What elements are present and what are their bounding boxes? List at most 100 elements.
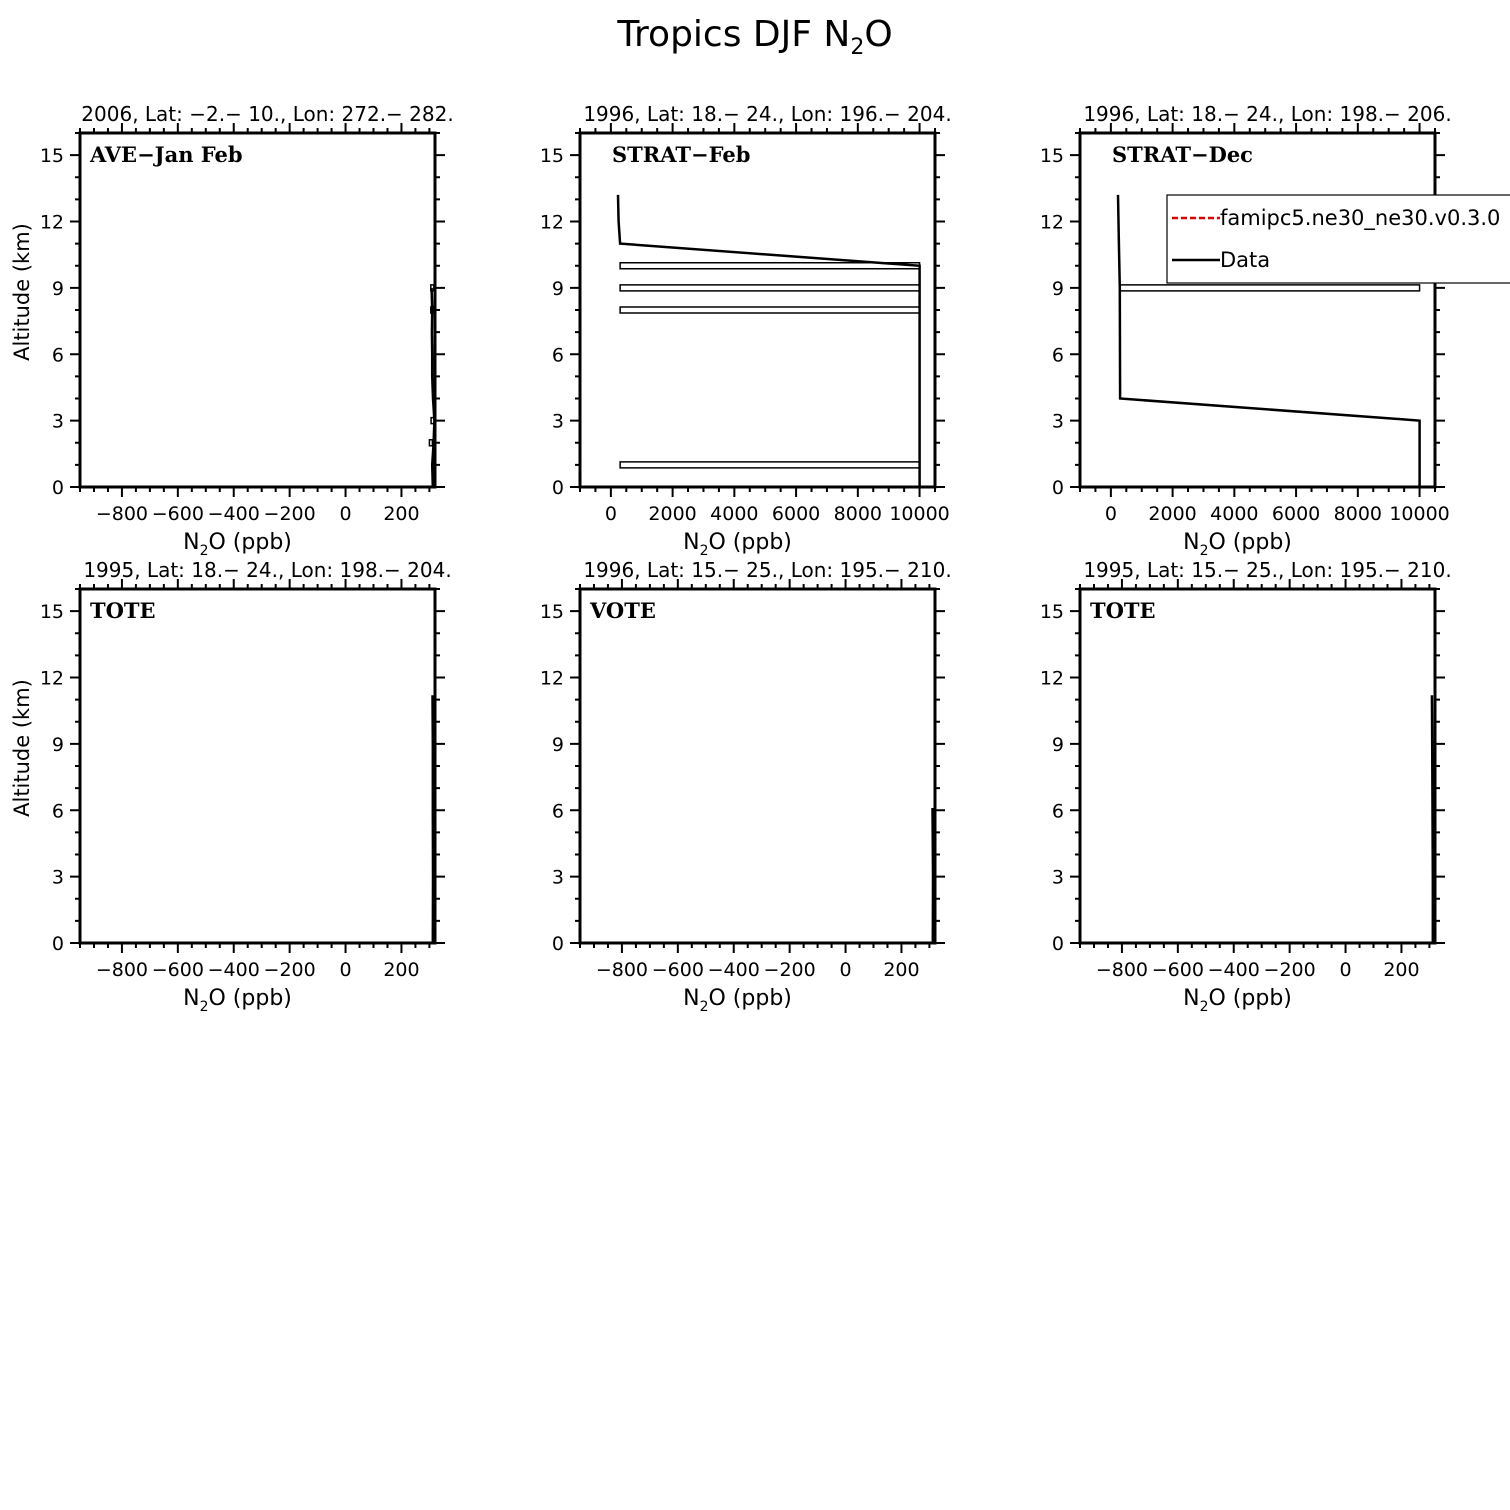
panel-label: STRAT−Dec (1112, 142, 1253, 167)
y-tick-label: 15 (540, 601, 564, 623)
plot-frame (78, 587, 437, 945)
x-tick-label: 6000 (1272, 503, 1320, 525)
y-tick-label: 12 (1040, 212, 1064, 234)
panel-label: TOTE (1090, 598, 1156, 623)
x-tick-label: 0 (1340, 959, 1352, 981)
panel-5: 1996, Lat: 15.− 25., Lon: 195.− 210. 0 3 6 9… (540, 558, 952, 1015)
x-tick-label: 200 (383, 503, 419, 525)
panel-label: TOTE (90, 598, 156, 623)
y-tick-label: 9 (52, 734, 64, 756)
y-tick-label: 12 (40, 668, 64, 690)
y-axis-label: Altitude (km) (10, 679, 34, 817)
y-tick-label: 15 (1040, 601, 1064, 623)
y-tick-label: 0 (52, 477, 64, 499)
y-tick-label: 9 (1052, 278, 1064, 300)
y-tick-label: 0 (52, 933, 64, 955)
panel-subtitle: 2006, Lat: −2.− 10., Lon: 272.− 282. (81, 102, 453, 126)
x-tick-label: −800 (96, 959, 148, 981)
y-tick-label: 12 (1040, 668, 1064, 690)
figure-title: Tropics DJF N2O (616, 14, 892, 60)
panel-3: 1996, Lat: 18.− 24., Lon: 198.− 206. 0 3 6 9… (1040, 102, 1452, 559)
x-tick-label: 10000 (1389, 503, 1449, 525)
x-tick-label: −200 (1264, 959, 1316, 981)
y-tick-label: 15 (40, 601, 64, 623)
series-line-data (431, 695, 435, 943)
legend-label: Data (1220, 248, 1270, 272)
x-tick-label: −600 (152, 959, 204, 981)
x-tick-label: 200 (383, 959, 419, 981)
x-tick-label: −400 (208, 503, 260, 525)
x-tick-label: 0 (605, 503, 617, 525)
x-axis-label: N2O (ppb) (1183, 986, 1292, 1015)
plot-frame (1078, 131, 1437, 489)
x-tick-label: −200 (264, 959, 316, 981)
x-tick-label: 0 (340, 503, 352, 525)
x-tick-label: 0 (1105, 503, 1117, 525)
panel-6: 1995, Lat: 15.− 25., Lon: 195.− 210. 0 3 6 9… (1040, 558, 1452, 1015)
x-tick-label: 8000 (1334, 503, 1382, 525)
y-axis-label: Altitude (km) (10, 223, 34, 361)
plot-frame (78, 131, 437, 489)
series-line-data (1116, 194, 1421, 487)
x-axis-label: N2O (ppb) (1183, 530, 1292, 559)
x-tick-label: 8000 (834, 503, 882, 525)
error-box (428, 439, 434, 447)
y-tick-label: 9 (1052, 734, 1064, 756)
y-tick-label: 6 (552, 800, 564, 822)
x-tick-label: 10000 (889, 503, 949, 525)
x-axis-label: N2O (ppb) (183, 986, 292, 1015)
series-line-data (616, 194, 921, 487)
y-tick-label: 9 (52, 278, 64, 300)
error-box (619, 306, 921, 314)
y-tick-label: 6 (1052, 344, 1064, 366)
panel-subtitle: 1996, Lat: 18.− 24., Lon: 198.− 206. (1083, 102, 1451, 126)
series-line-data (931, 807, 935, 943)
series-line-data (430, 287, 435, 487)
y-tick-label: 0 (552, 477, 564, 499)
panel-label: STRAT−Feb (612, 142, 750, 167)
panel-subtitle: 1996, Lat: 18.− 24., Lon: 196.− 204. (583, 102, 951, 126)
x-tick-label: −800 (1096, 959, 1148, 981)
y-tick-label: 12 (40, 212, 64, 234)
error-box (619, 284, 921, 292)
y-tick-label: 6 (52, 344, 64, 366)
x-axis-label: N2O (ppb) (183, 530, 292, 559)
panel-label: VOTE (589, 598, 656, 623)
x-axis-label: N2O (ppb) (683, 986, 792, 1015)
panel-subtitle: 1996, Lat: 15.− 25., Lon: 195.− 210. (583, 558, 951, 582)
y-tick-label: 15 (540, 145, 564, 167)
x-tick-label: −400 (1208, 959, 1260, 981)
legend-box (1166, 194, 1510, 284)
y-tick-label: 15 (40, 145, 64, 167)
plot-frame (578, 587, 937, 945)
y-tick-label: 3 (552, 867, 564, 889)
y-tick-label: 0 (552, 933, 564, 955)
plot-area (1430, 695, 1435, 943)
y-tick-label: 6 (552, 344, 564, 366)
x-tick-label: 200 (883, 959, 919, 981)
panel-subtitle: 1995, Lat: 15.− 25., Lon: 195.− 210. (1083, 558, 1451, 582)
x-tick-label: 0 (840, 959, 852, 981)
x-tick-label: −400 (708, 959, 760, 981)
x-tick-label: 200 (1383, 959, 1419, 981)
y-tick-label: 12 (540, 668, 564, 690)
x-tick-label: 2000 (1148, 503, 1196, 525)
plot-area (431, 695, 435, 943)
y-tick-label: 15 (1040, 145, 1064, 167)
y-tick-label: 3 (552, 411, 564, 433)
error-box (1119, 284, 1421, 292)
y-tick-label: 0 (1052, 477, 1064, 499)
series-line-data (1430, 695, 1435, 943)
panel-label: AVE−Jan Feb (89, 142, 243, 167)
y-tick-label: 3 (52, 867, 64, 889)
x-tick-label: 4000 (710, 503, 758, 525)
y-tick-label: 0 (1052, 933, 1064, 955)
x-tick-label: 6000 (772, 503, 820, 525)
plot-area (616, 194, 921, 487)
plot-area (1116, 194, 1421, 487)
plot-frame (1078, 587, 1437, 945)
x-tick-label: −400 (208, 959, 260, 981)
x-tick-label: −800 (96, 503, 148, 525)
plot-frame (578, 131, 937, 489)
